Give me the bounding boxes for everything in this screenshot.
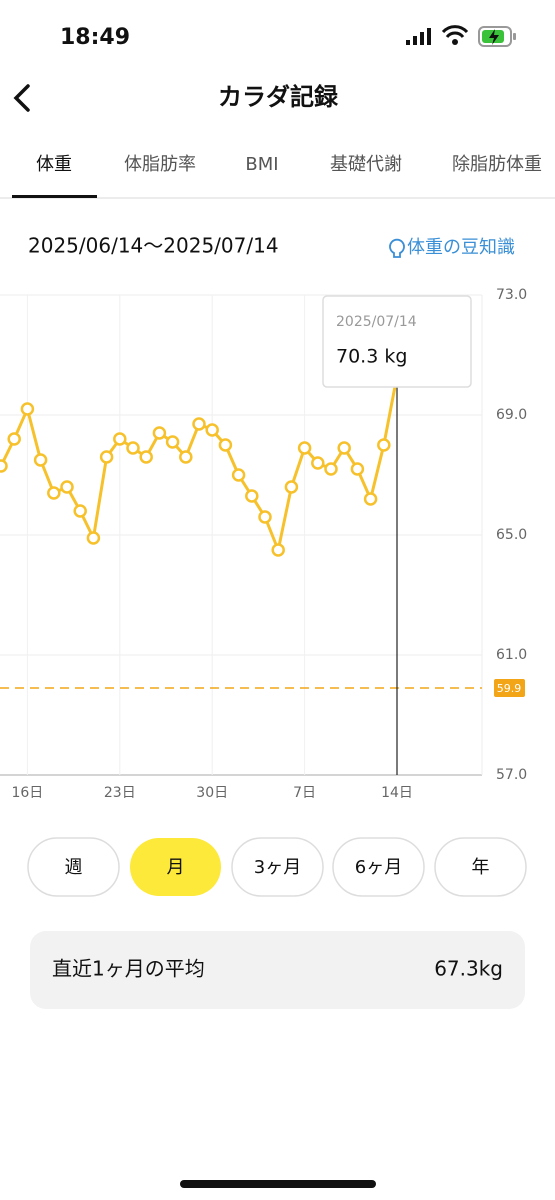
weight-point <box>165 435 180 449</box>
weight-point <box>86 531 101 545</box>
period-button[interactable] <box>27 837 120 897</box>
weight-point <box>33 453 48 467</box>
y-tick-label: 65.0 <box>496 527 527 543</box>
weight-point <box>60 480 74 494</box>
weight-point <box>192 417 206 431</box>
weight-point <box>126 441 140 455</box>
y-tick-label: 57.0 <box>496 767 527 783</box>
weight-point <box>113 432 127 446</box>
weight-point <box>179 450 193 464</box>
home-indicator <box>180 1180 376 1188</box>
weight-point <box>7 432 21 446</box>
summary-card <box>30 931 525 1009</box>
tooltip-value: 70.3 kg <box>336 346 407 368</box>
back-button[interactable] <box>13 84 30 112</box>
weight-point <box>245 489 259 503</box>
weight-point <box>20 402 35 416</box>
period-button-label[interactable]: 6ヶ月 <box>355 857 402 878</box>
period-button[interactable] <box>130 838 221 896</box>
weight-point <box>284 480 299 494</box>
active-tab-indicator <box>12 195 97 198</box>
summary-label: 直近1ヶ月の平均 <box>52 957 205 981</box>
header-title: カラダ記録 <box>218 83 339 111</box>
weight-point <box>363 492 378 506</box>
status-icons <box>406 25 516 47</box>
weight-chart: 57.0 61.0 65.0 69.0 73.0 16日 23日 30日 7日 14日 59.9 20… <box>0 287 527 801</box>
status-time: 18:49 <box>60 25 130 50</box>
period-button-label[interactable]: 3ヶ月 <box>254 857 301 878</box>
period-button-label[interactable]: 月 <box>167 857 185 878</box>
period-button[interactable] <box>231 837 324 897</box>
weight-line <box>0 375 399 556</box>
x-tick-label: 30日 <box>196 785 228 801</box>
x-tick-label: 14日 <box>381 785 413 801</box>
weight-point <box>297 441 312 455</box>
weight-point <box>324 462 338 476</box>
weight-point <box>350 462 365 476</box>
tooltip-date: 2025/07/14 <box>336 314 417 330</box>
weight-point <box>73 504 87 518</box>
tab[interactable]: 基礎代謝 <box>330 154 402 175</box>
period-button-label[interactable]: 週 <box>65 857 83 878</box>
tooltip-box <box>322 295 472 388</box>
goal-label: 59.9 <box>497 682 522 695</box>
weight-point <box>311 456 325 470</box>
weight-point <box>139 450 153 464</box>
weight-point <box>218 438 233 452</box>
tab[interactable]: 体重 <box>36 154 72 175</box>
weight-point <box>231 468 246 482</box>
period-button[interactable] <box>434 837 527 897</box>
weight-point <box>152 426 167 440</box>
info-link-text[interactable]: 体重の豆知識 <box>407 237 515 258</box>
weight-point <box>377 438 391 452</box>
tab[interactable]: BMI <box>245 154 278 175</box>
date-range: 2025/06/14〜2025/07/14 <box>28 234 279 258</box>
weight-point <box>271 543 285 557</box>
tab-bar: 体重 体脂肪率 BMI 基礎代謝 除脂肪体重 <box>36 154 542 175</box>
weight-point <box>205 423 219 437</box>
info-link[interactable]: 体重の豆知識 <box>389 237 515 258</box>
x-tick-label: 16日 <box>11 785 43 801</box>
weight-point <box>99 450 114 464</box>
period-buttons: 週 月 3ヶ月 6ヶ月 年 <box>27 837 527 897</box>
y-tick-label: 73.0 <box>496 287 527 303</box>
period-button-label[interactable]: 年 <box>472 857 490 878</box>
goal-badge <box>494 679 525 697</box>
weight-point <box>0 459 8 473</box>
tab[interactable]: 除脂肪体重 <box>452 154 542 175</box>
y-tick-label: 61.0 <box>496 647 527 663</box>
summary-value: 67.3kg <box>434 957 503 981</box>
weight-point <box>337 441 351 455</box>
period-button[interactable] <box>332 837 425 897</box>
weight-point <box>258 510 272 524</box>
tab[interactable]: 体脂肪率 <box>124 154 196 175</box>
y-tick-label: 69.0 <box>496 407 527 423</box>
weight-point <box>47 486 61 500</box>
x-tick-label: 23日 <box>104 785 136 801</box>
x-tick-label: 7日 <box>293 785 316 801</box>
